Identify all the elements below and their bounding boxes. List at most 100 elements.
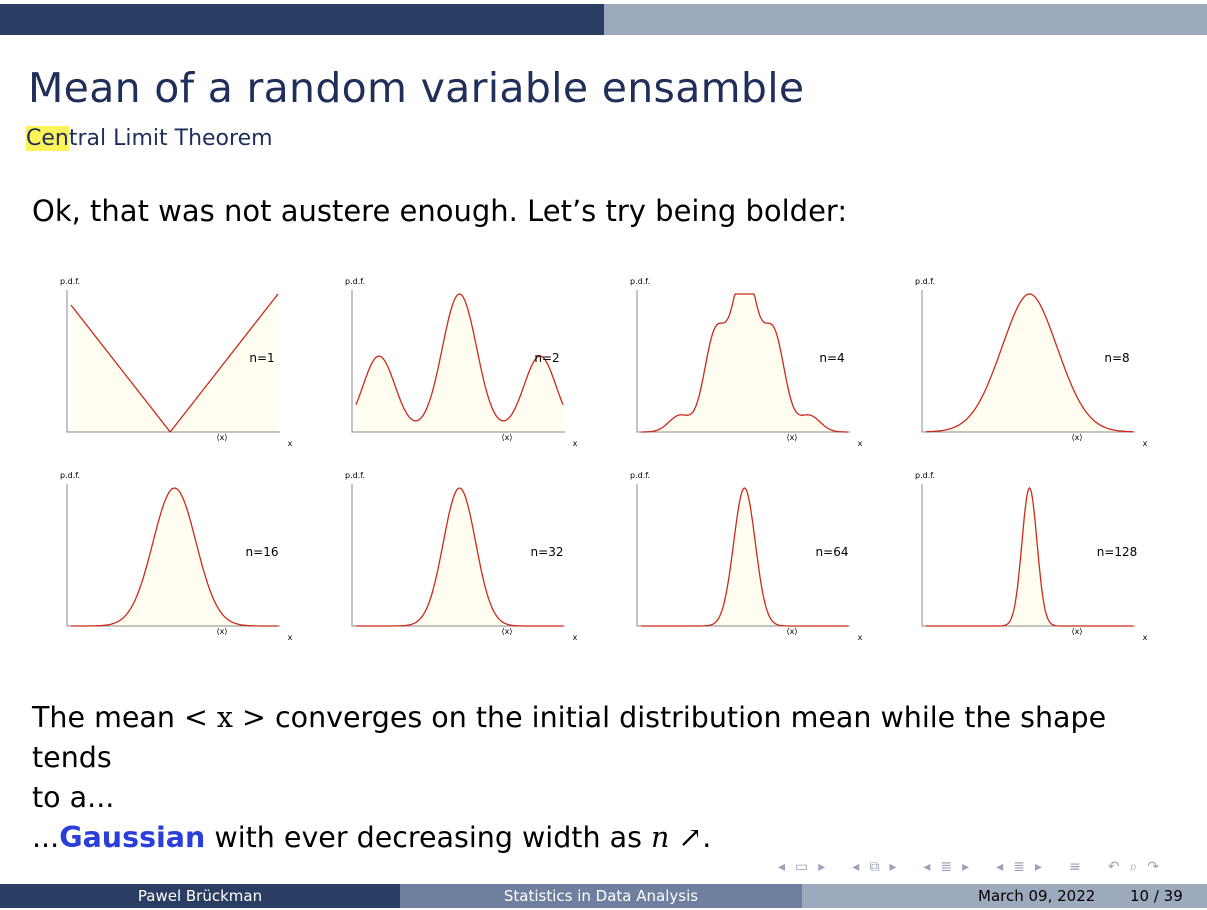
frame-subtitle: Central Limit Theorem [26,126,273,151]
pdf-fill [356,488,563,626]
plot-xlabel: x [1143,439,1148,448]
plot-ylabel: p.d.f. [345,277,365,286]
plot-n-label: n=8 [1104,351,1129,365]
plot-axes [66,484,280,627]
footer-author: Pawel Brückman [0,884,400,908]
plot-ylabel: p.d.f. [915,277,935,286]
body-line-1: The mean < x > converges on the initial … [32,698,1182,778]
pdf-plot-svg: p.d.f. ⟨x⟩ x n=32 [345,471,578,642]
section-next-icon[interactable]: ▸ [962,859,970,875]
pdf-plot-svg: p.d.f. ⟨x⟩ x n=8 [915,277,1148,448]
plot-ylabel: p.d.f. [60,277,80,286]
subsection-nav: ◂ ⧉ ▸ [847,859,901,875]
subtitle-highlight: Cen [26,126,69,151]
pdf-plot-svg: p.d.f. ⟨x⟩ x n=2 [345,277,578,448]
pdf-plot-5: p.d.f. ⟨x⟩ x n=16 [40,462,300,642]
pdf-curve [70,293,279,433]
section-prev-icon[interactable]: ◂ [923,859,931,875]
body-line-3b: with ever decreasing width as [205,821,651,854]
subsection-prev-icon[interactable]: ◂ [852,859,860,875]
plot-xlabel: x [573,633,578,642]
doc-icon[interactable]: ≣ [1013,859,1025,875]
plot-n-label: n=128 [1097,545,1138,559]
plot-mean-tick: ⟨x⟩ [787,627,798,636]
body-line-3a: ... [32,821,60,854]
footer-right: March 09, 2022 10 / 39 [802,884,1207,908]
plot-mean-tick: ⟨x⟩ [502,433,513,442]
pdf-plot-8: p.d.f. ⟨x⟩ x n=128 [895,462,1155,642]
outline-nav: ≡ [1064,859,1086,875]
plot-n-label: n=1 [249,351,274,365]
frame-title: Mean of a random variable ensamble [28,64,805,112]
pdf-curve [71,487,278,627]
mean-math: < x > [183,701,266,734]
plot-mean-tick: ⟨x⟩ [217,433,228,442]
footer-course: Statistics in Data Analysis [400,884,802,908]
section-nav: ◂ ≣ ▸ [918,859,974,875]
plot-ylabel: p.d.f. [915,471,935,480]
body-line-1a: The mean [32,701,184,734]
body-line-3: ...Gaussian with ever decreasing width a… [32,818,1182,858]
pdf-plot-svg: p.d.f. ⟨x⟩ x n=64 [630,471,863,642]
forward-icon[interactable]: ↷ [1147,859,1159,875]
plot-axes [351,484,565,627]
plot-n-label: n=2 [534,351,559,365]
body-line-3c: . [702,821,712,854]
pdf-fill [641,488,848,626]
pdf-curve [641,487,848,627]
plot-xlabel: x [288,439,293,448]
subsection-next-icon[interactable]: ▸ [889,859,897,875]
frame-prev-icon[interactable]: ◂ [778,859,786,875]
doc-next-icon[interactable]: ▸ [1034,859,1042,875]
plot-axes [351,290,565,433]
pdf-plot-7: p.d.f. ⟨x⟩ x n=64 [610,462,870,642]
footer-date: March 09, 2022 [978,887,1096,905]
pdf-fill [71,488,278,626]
intro-text: Ok, that was not austere enough. Let’s t… [32,194,848,228]
beamer-nav: ◂ ▭ ▸ ◂ ⧉ ▸ ◂ ≣ ▸ ◂ ≣ ▸ ≡ ↶ ⌕ ↷ [768,855,1176,879]
plot-grid: p.d.f. ⟨x⟩ x n=1 p.d.f. ⟨x⟩ x n=2 p.d.f. ⟨x⟩ x n=4 p… [40,268,1170,648]
subtitle-rest: tral Limit Theorem [68,126,273,151]
plot-xlabel: x [1143,633,1148,642]
plot-ylabel: p.d.f. [630,277,650,286]
pdf-curve [925,293,1134,433]
plot-axes [636,484,850,627]
n-math: n ↗ [650,821,703,854]
pdf-fill [641,294,848,432]
section-icon[interactable]: ≣ [940,859,953,875]
subsection-icon[interactable]: ⧉ [869,859,880,875]
gaussian-word: Gaussian [59,821,206,854]
footer: Pawel Brückman Statistics in Data Analys… [0,884,1207,908]
body-text: The mean < x > converges on the initial … [32,698,1182,858]
pdf-fill [926,294,1133,432]
search-icon[interactable]: ⌕ [1129,859,1138,875]
footer-page-number: 10 / 39 [1130,887,1183,905]
plot-xlabel: x [288,633,293,642]
plot-axes [66,290,280,433]
outline-icon[interactable]: ≡ [1068,859,1081,875]
body-line-2: to a... [32,781,115,814]
pdf-plot-3: p.d.f. ⟨x⟩ x n=4 [610,268,870,448]
plot-n-label: n=32 [531,545,564,559]
plot-n-label: n=64 [816,545,849,559]
frame-next-icon[interactable]: ▸ [818,859,826,875]
plot-n-label: n=16 [246,545,279,559]
plot-xlabel: x [858,439,863,448]
plot-ylabel: p.d.f. [345,471,365,480]
pdf-plot-svg: p.d.f. ⟨x⟩ x n=4 [630,277,863,448]
frame-icon[interactable]: ▭ [795,859,809,875]
doc-prev-icon[interactable]: ◂ [996,859,1004,875]
plot-mean-tick: ⟨x⟩ [1072,627,1083,636]
plot-axes [921,290,1135,433]
pdf-plot-2: p.d.f. ⟨x⟩ x n=2 [325,268,585,448]
back-icon[interactable]: ↶ [1107,859,1120,875]
plot-mean-tick: ⟨x⟩ [787,433,798,442]
pdf-plot-1: p.d.f. ⟨x⟩ x n=1 [40,268,300,448]
progress-fill [0,4,604,35]
pdf-curve [355,293,564,422]
pdf-fill [356,294,563,432]
body-line-1b: converges on the initial distribution me… [32,701,1107,774]
pdf-curve [641,293,848,433]
plot-ylabel: p.d.f. [60,471,80,480]
pdf-fill [71,294,278,432]
